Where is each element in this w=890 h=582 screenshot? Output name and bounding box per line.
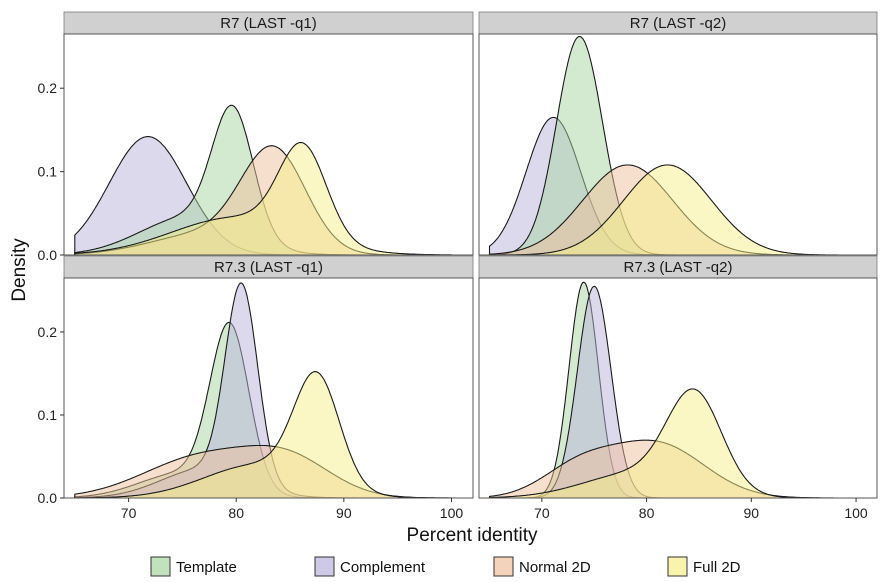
facet-title: R7.3 (LAST -q2) bbox=[624, 259, 733, 276]
x-tick-label: 80 bbox=[228, 505, 244, 521]
x-tick-label: 80 bbox=[639, 505, 655, 521]
x-tick-label: 70 bbox=[534, 505, 550, 521]
x-tick-label: 100 bbox=[440, 505, 464, 521]
density-full-2d bbox=[74, 371, 453, 499]
legend-item-template: Template bbox=[150, 556, 237, 577]
facet-title: R7 (LAST -q1) bbox=[220, 15, 316, 32]
legend-swatch bbox=[314, 556, 335, 577]
facet-panel: R7 (LAST -q2) bbox=[478, 11, 878, 256]
legend-swatch bbox=[493, 556, 514, 577]
facet-title: R7 (LAST -q2) bbox=[630, 15, 726, 32]
panel-border bbox=[478, 33, 878, 256]
facet-panel: R7.3 (LAST -q1) 0.0 0.1 0.2 70 80 90 100 bbox=[38, 255, 474, 521]
legend-item-normal-2d: Normal 2D bbox=[493, 556, 591, 577]
x-tick-label: 90 bbox=[336, 505, 352, 521]
x-axis-title: Percent identity bbox=[407, 525, 538, 546]
density-full-2d bbox=[74, 141, 453, 256]
legend-label: Template bbox=[176, 559, 237, 576]
y-tick-label: 0.2 bbox=[38, 324, 58, 340]
y-axis-title: Density bbox=[9, 238, 30, 302]
y-axis-title-group: Density bbox=[9, 238, 30, 302]
x-tick-label: 70 bbox=[121, 505, 137, 521]
legend-swatch bbox=[667, 556, 688, 577]
y-tick-label: 0.1 bbox=[38, 164, 58, 180]
panel-border bbox=[63, 33, 474, 256]
legend-label: Complement bbox=[340, 559, 426, 576]
facet-panel: R7.3 (LAST -q2) 70 80 90 100 bbox=[478, 255, 878, 521]
y-tick-label: 0.0 bbox=[38, 247, 58, 263]
legend-label: Normal 2D bbox=[519, 559, 591, 576]
y-tick-label: 0.0 bbox=[38, 490, 58, 506]
legend-item-full-2d: Full 2D bbox=[667, 556, 741, 577]
legend-item-complement: Complement bbox=[314, 556, 426, 577]
panel-border bbox=[63, 277, 474, 499]
panel-border bbox=[478, 277, 878, 499]
y-tick-label: 0.1 bbox=[38, 407, 58, 423]
facet-panel: R7 (LAST -q1) 0.0 0.1 0.2 bbox=[38, 11, 474, 263]
x-tick-label: 100 bbox=[844, 505, 868, 521]
x-tick-label: 90 bbox=[744, 505, 760, 521]
density-full-2d bbox=[489, 164, 857, 256]
legend: Template Complement Normal 2D Full 2D bbox=[150, 556, 741, 577]
legend-label: Full 2D bbox=[693, 559, 741, 576]
legend-swatch bbox=[150, 556, 171, 577]
facet-panels: R7 (LAST -q1) 0.0 0.1 0.2 R7 (LAST -q2) R7.3 … bbox=[38, 11, 878, 521]
facet-title: R7.3 (LAST -q1) bbox=[214, 259, 323, 276]
y-tick-label: 0.2 bbox=[38, 80, 58, 96]
